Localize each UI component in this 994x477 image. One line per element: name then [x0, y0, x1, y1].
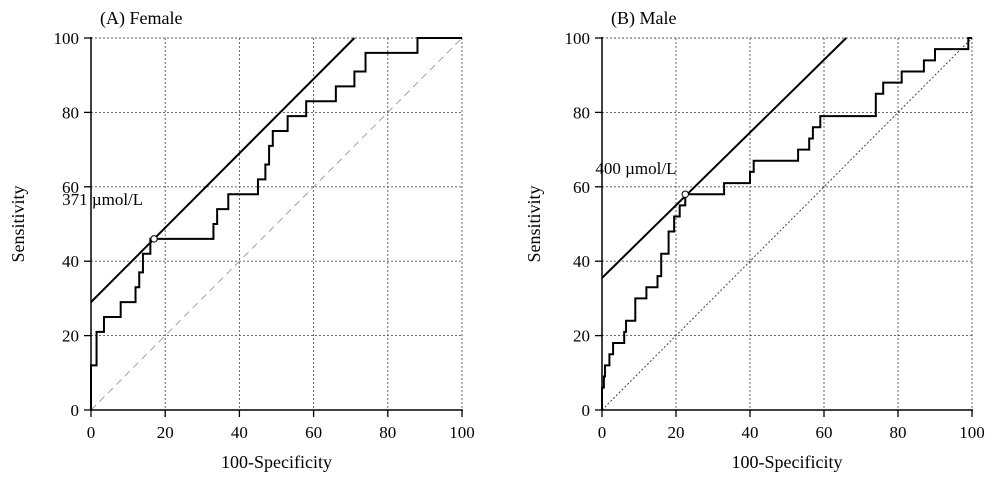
- y-tick-label: 20: [62, 327, 79, 346]
- cutoff-annotation: 371 µmol/L: [62, 190, 143, 209]
- x-tick-label: 40: [231, 423, 248, 442]
- diagonal-reference-line: [601, 37, 973, 411]
- y-tick-label: 0: [582, 401, 591, 420]
- y-tick-label: 100: [565, 29, 591, 48]
- panel-male: 0 20 40 60 80 100 0 20 40 60 80 100 100-Specificity S…: [524, 8, 985, 472]
- cutoff-point: [681, 190, 689, 198]
- roc-curve: [601, 37, 972, 410]
- x-tick-label: 0: [87, 423, 96, 442]
- x-tick-label: 60: [305, 423, 322, 442]
- y-tick-label: 40: [62, 252, 79, 271]
- y-tick-label: 100: [54, 29, 80, 48]
- x-tick-label: 40: [742, 423, 759, 442]
- x-axis-title: 100-Specificity: [732, 452, 843, 472]
- cutoff-point: [150, 235, 158, 243]
- x-tick-label: 20: [668, 423, 685, 442]
- x-tick-label: 80: [379, 423, 396, 442]
- x-axis-title: 100-Specificity: [221, 452, 332, 472]
- tangent-line: [90, 37, 356, 303]
- y-tick-label: 60: [573, 178, 590, 197]
- y-tick-label: 20: [573, 327, 590, 346]
- x-tick-label: 20: [157, 423, 174, 442]
- panel-female: 0 20 40 60 80 100 0 20 40 60 80 100 100-Specificity S…: [8, 8, 475, 472]
- tangent-line: [601, 37, 847, 279]
- x-tick-label: 0: [598, 423, 607, 442]
- cutoff-annotation: 400 µmol/L: [595, 159, 676, 178]
- panel-title: (B) Male: [611, 8, 676, 29]
- roc-curve: [90, 37, 462, 410]
- x-tick-label: 80: [890, 423, 907, 442]
- y-tick-label: 60: [62, 178, 79, 197]
- diagonal-reference-line: [90, 37, 463, 411]
- y-axis-title: Sensitivity: [524, 185, 544, 262]
- x-tick-label: 100: [449, 423, 475, 442]
- x-tick-label: 100: [959, 423, 985, 442]
- y-axis-title: Sensitivity: [8, 185, 28, 262]
- y-tick-label: 40: [573, 252, 590, 271]
- panel-title: (A) Female: [100, 8, 182, 29]
- y-tick-label: 0: [71, 401, 80, 420]
- y-tick-label: 80: [62, 103, 79, 122]
- x-tick-label: 60: [816, 423, 833, 442]
- y-tick-label: 80: [573, 103, 590, 122]
